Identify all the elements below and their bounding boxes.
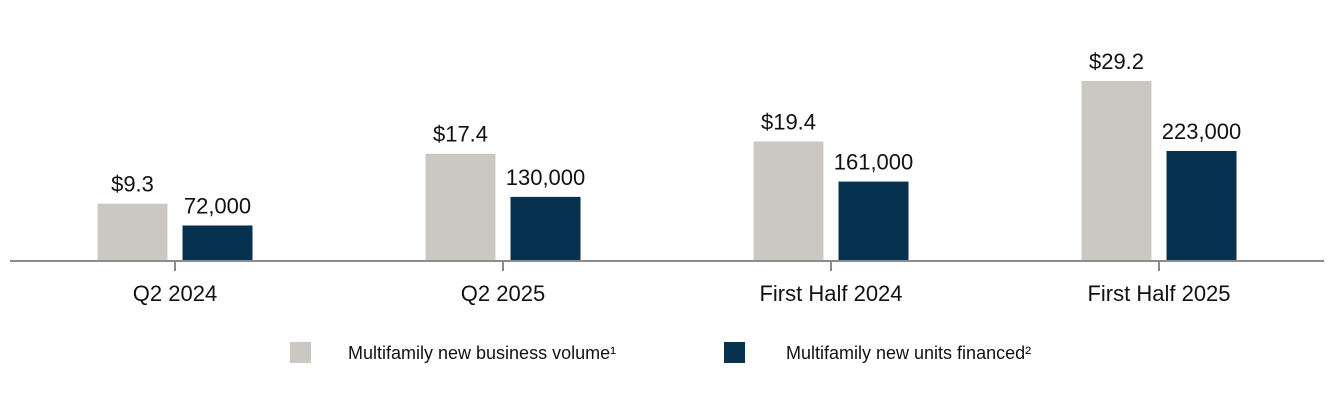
bar-units-financed-0 — [182, 225, 253, 261]
category-label-1: Q2 2025 — [461, 281, 545, 306]
value-labels-group: $9.3 72,000 $17.4 130,000 $19.4 161,000 $29.2 2… — [111, 49, 1241, 218]
value-label-business-volume-3: $29.2 — [1089, 49, 1144, 74]
legend-swatch-units-financed — [724, 342, 745, 363]
value-label-units-financed-2: 161,000 — [834, 150, 914, 175]
category-label-0: Q2 2024 — [133, 281, 217, 306]
value-label-units-financed-3: 223,000 — [1162, 119, 1242, 144]
legend: Multifamily new business volume¹ Multifa… — [290, 342, 1031, 363]
bar-units-financed-1 — [510, 196, 581, 261]
legend-label-business-volume: Multifamily new business volume¹ — [348, 343, 616, 363]
value-label-business-volume-0: $9.3 — [111, 172, 154, 197]
bar-business-volume-1 — [425, 153, 496, 261]
bars-group — [97, 81, 1237, 261]
bar-units-financed-2 — [838, 181, 909, 261]
bar-business-volume-0 — [97, 203, 168, 261]
bar-units-financed-3 — [1166, 151, 1237, 261]
legend-swatch-business-volume — [290, 342, 311, 363]
bar-business-volume-2 — [753, 141, 824, 261]
category-label-2: First Half 2024 — [759, 281, 902, 306]
value-label-units-financed-0: 72,000 — [184, 193, 251, 218]
value-label-business-volume-1: $17.4 — [433, 122, 488, 147]
x-axis-ticks — [174, 261, 1160, 271]
value-label-units-financed-1: 130,000 — [506, 165, 586, 190]
category-label-3: First Half 2025 — [1087, 281, 1230, 306]
category-labels-group: Q2 2024 Q2 2025 First Half 2024 First Half … — [133, 281, 1231, 306]
legend-label-units-financed: Multifamily new units financed² — [786, 343, 1031, 363]
bar-business-volume-3 — [1081, 81, 1152, 261]
value-label-business-volume-2: $19.4 — [761, 109, 816, 134]
